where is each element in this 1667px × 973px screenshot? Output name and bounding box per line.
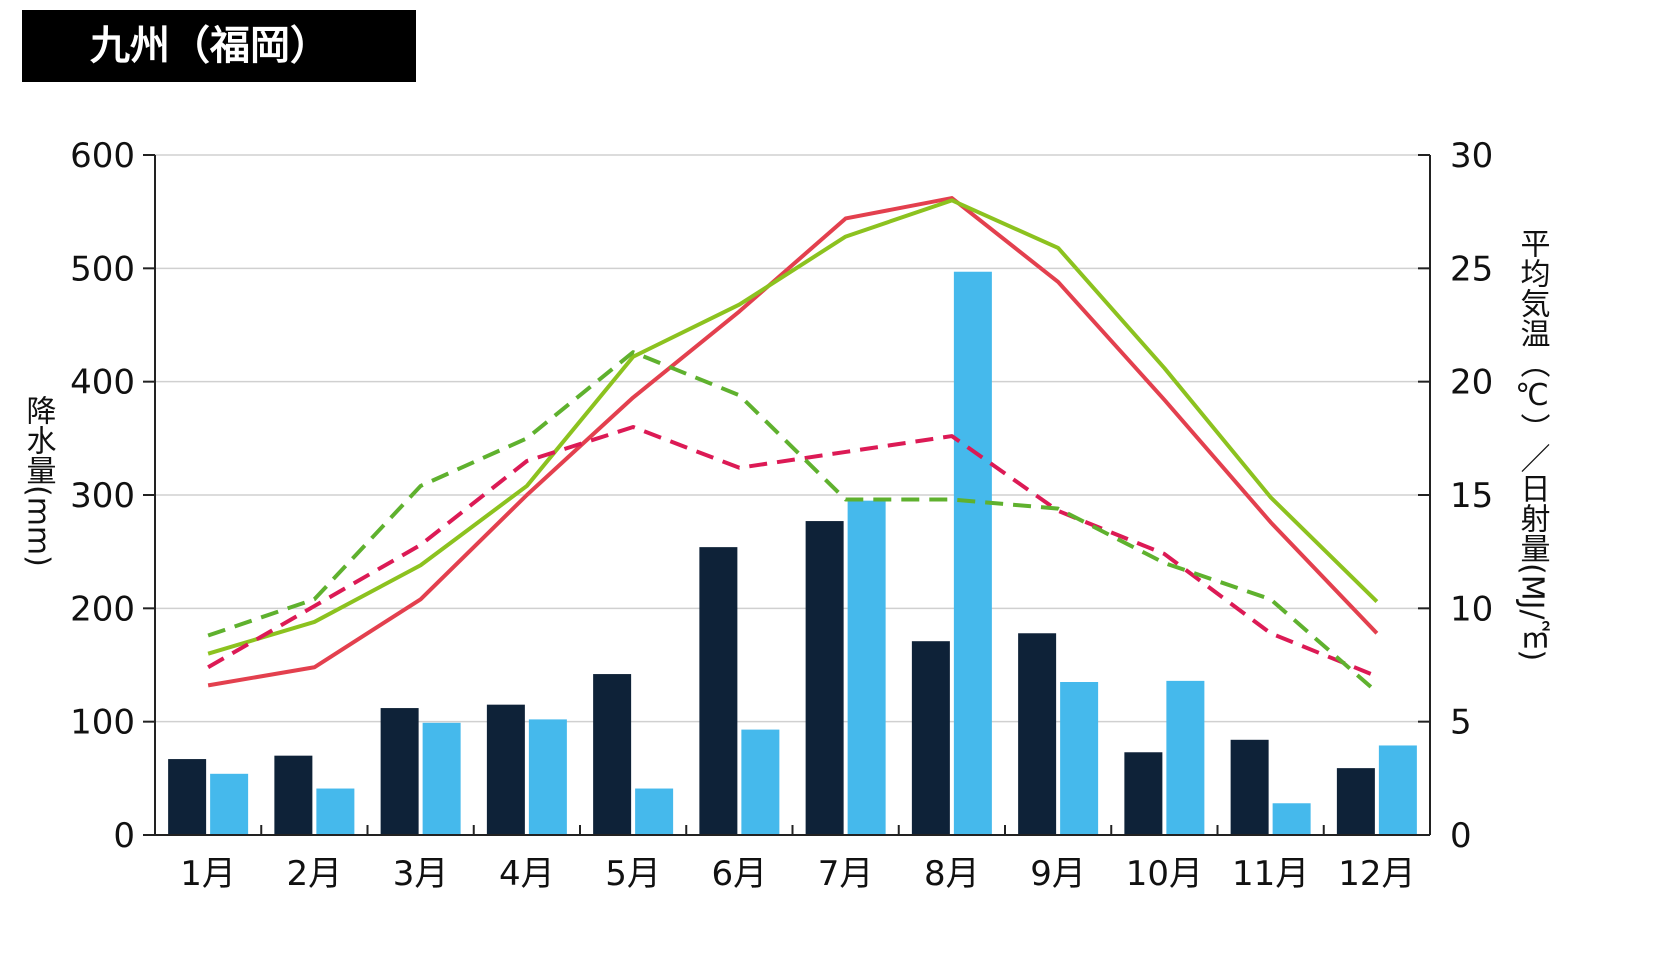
bar <box>953 271 992 835</box>
bar <box>1230 739 1269 835</box>
bar <box>486 704 525 835</box>
bar <box>1378 745 1417 835</box>
bar-series <box>168 271 1417 835</box>
bar <box>1336 768 1375 835</box>
x-tick-label: 3月 <box>393 854 449 894</box>
line-series <box>207 196 1379 694</box>
bar <box>911 641 950 835</box>
x-tick-label: 7月 <box>818 854 874 894</box>
bar <box>1060 682 1099 835</box>
bar <box>168 759 207 835</box>
x-tick-label: 8月 <box>924 854 980 894</box>
y-tick-label-left: 100 <box>70 703 135 743</box>
bar <box>741 729 780 835</box>
x-tick-label: 9月 <box>1030 854 1086 894</box>
bar <box>699 547 738 835</box>
x-tick-label: 10月 <box>1126 854 1203 894</box>
y-axis-label-right: 平均気温（℃）／日射量(MJ/㎡) <box>1515 228 1551 661</box>
x-tick-label: 4月 <box>499 854 555 894</box>
y-tick-label-right: 15 <box>1450 476 1493 516</box>
dashed-line-series <box>207 425 1378 679</box>
y-tick-label-right: 20 <box>1450 363 1493 403</box>
x-tick-label: 6月 <box>712 854 768 894</box>
bar <box>1018 633 1057 835</box>
y-tick-label-left: 200 <box>70 589 135 629</box>
y-tick-label-left: 400 <box>70 363 135 403</box>
bar <box>422 722 461 835</box>
dashed-line-series <box>207 350 1379 694</box>
gridlines <box>155 154 1430 723</box>
y-tick-label-right: 0 <box>1450 816 1472 856</box>
bar <box>380 708 419 835</box>
y-tick-label-right: 25 <box>1450 249 1493 289</box>
solid-line-series <box>207 198 1379 656</box>
y-tick-label-right: 5 <box>1450 703 1472 743</box>
bar <box>274 755 313 835</box>
bar <box>635 788 674 835</box>
y-tick-label-left: 0 <box>113 816 135 856</box>
bar <box>593 674 632 835</box>
x-tick-label: 5月 <box>605 854 661 894</box>
tick-labels: 0 0 100 5 200 10 300 15 400 20 500 25 600 30 1月 2月 3月 4月 5… <box>70 136 1493 894</box>
x-tick-label: 12月 <box>1338 854 1415 894</box>
bar <box>210 773 249 835</box>
x-tick-label: 1月 <box>180 854 236 894</box>
y-tick-label-left: 500 <box>70 249 135 289</box>
axes <box>143 154 1431 836</box>
y-axis-label-left: 降水量(mm) <box>21 395 56 567</box>
bar <box>1272 803 1311 835</box>
x-tick-label: 2月 <box>287 854 343 894</box>
y-tick-label-right: 10 <box>1450 589 1493 629</box>
bar <box>805 521 844 835</box>
chart-title: 九州（福岡） <box>22 10 416 82</box>
bar <box>528 719 567 835</box>
y-tick-label-left: 300 <box>70 476 135 516</box>
bar <box>1166 680 1205 835</box>
bar <box>1124 752 1163 835</box>
bar <box>847 500 886 835</box>
y-tick-label-left: 600 <box>70 136 135 176</box>
bar <box>316 788 355 835</box>
y-tick-label-right: 30 <box>1450 136 1493 176</box>
x-tick-label: 11月 <box>1232 854 1309 894</box>
solid-line-series <box>207 196 1379 688</box>
